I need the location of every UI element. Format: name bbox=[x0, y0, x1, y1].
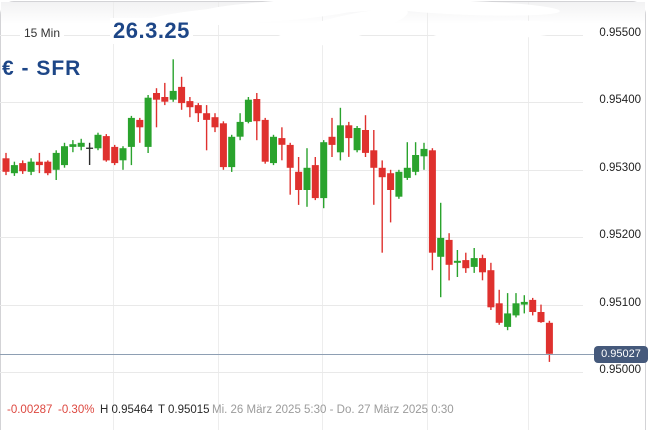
candle bbox=[428, 148, 436, 271]
candle bbox=[244, 97, 252, 124]
candle bbox=[286, 142, 294, 195]
candle bbox=[211, 113, 219, 133]
candle bbox=[253, 93, 261, 141]
date-label: 26.3.25 bbox=[110, 18, 193, 44]
candle bbox=[19, 160, 27, 174]
candle bbox=[2, 152, 10, 176]
candle bbox=[362, 115, 369, 157]
session-low: T 0.95015 bbox=[158, 404, 210, 416]
candles bbox=[2, 59, 553, 362]
y-axis-tick: 0.95300 bbox=[599, 162, 641, 174]
candle bbox=[10, 161, 18, 176]
candle bbox=[136, 117, 144, 143]
whiteout-swoosh bbox=[145, 0, 570, 52]
timeframe-selector[interactable]: 15 Min bbox=[20, 25, 65, 41]
y-axis-tick: 0.95500 bbox=[599, 27, 641, 39]
candle bbox=[86, 142, 94, 165]
candle bbox=[537, 304, 545, 323]
candle bbox=[504, 293, 512, 331]
candle bbox=[420, 142, 428, 170]
y-axis-tick: 0.95000 bbox=[599, 364, 641, 376]
candle bbox=[387, 169, 395, 223]
candle bbox=[69, 140, 77, 153]
candle bbox=[27, 158, 35, 176]
candle bbox=[495, 289, 503, 325]
instrument-label: € - SFR bbox=[2, 57, 82, 80]
change-absolute: -0.00287 bbox=[7, 404, 53, 416]
candle bbox=[35, 152, 43, 174]
candle bbox=[370, 130, 378, 205]
candle bbox=[153, 88, 160, 128]
candle bbox=[77, 138, 85, 151]
candle bbox=[470, 248, 478, 273]
candle bbox=[52, 150, 60, 180]
candle bbox=[127, 115, 135, 166]
candle bbox=[119, 146, 127, 170]
candle bbox=[169, 59, 177, 102]
candle bbox=[178, 76, 186, 110]
session-high: H 0.95464 bbox=[100, 404, 154, 416]
candle bbox=[194, 103, 202, 122]
candle bbox=[320, 140, 328, 209]
candle bbox=[44, 160, 52, 176]
candle bbox=[261, 117, 269, 164]
candle bbox=[378, 160, 386, 253]
candle bbox=[412, 142, 420, 176]
candle bbox=[445, 233, 453, 281]
candle bbox=[186, 97, 194, 118]
candle bbox=[144, 95, 152, 153]
candle bbox=[102, 134, 110, 162]
candle bbox=[520, 295, 528, 314]
candle bbox=[94, 132, 102, 151]
current-price-line bbox=[0, 354, 594, 355]
gridlines bbox=[0, 2, 583, 430]
candle bbox=[487, 262, 495, 310]
candle bbox=[512, 293, 520, 318]
candle bbox=[437, 202, 445, 298]
candle bbox=[228, 134, 236, 172]
candle bbox=[462, 252, 470, 273]
candle bbox=[545, 320, 553, 362]
change-percent: -0.30% bbox=[58, 404, 95, 416]
candle bbox=[295, 157, 303, 205]
current-price-badge: 0.95027 bbox=[594, 346, 648, 363]
candle bbox=[278, 127, 286, 161]
session-range: Mi. 26 März 2025 5:30 - Do. 27 März 2025… bbox=[212, 404, 454, 416]
candle bbox=[61, 142, 68, 168]
y-axis-tick: 0.95200 bbox=[599, 229, 641, 241]
y-axis-tick: 0.95400 bbox=[599, 94, 641, 106]
candle bbox=[336, 107, 344, 161]
candle bbox=[479, 254, 486, 281]
candle bbox=[311, 157, 319, 201]
status-bar: -0.00287 -0.30% H 0.95464 T 0.95015 Mi. … bbox=[0, 404, 652, 420]
candle bbox=[303, 148, 311, 207]
candle bbox=[203, 105, 211, 151]
candle bbox=[161, 82, 169, 106]
candle bbox=[353, 126, 361, 153]
candle bbox=[328, 117, 336, 157]
candle bbox=[345, 121, 353, 157]
y-axis-tick: 0.95100 bbox=[599, 297, 641, 309]
candle bbox=[236, 113, 244, 141]
candle bbox=[403, 142, 411, 180]
candle bbox=[529, 297, 537, 316]
candle bbox=[453, 250, 461, 277]
candle bbox=[111, 144, 119, 166]
candle bbox=[395, 169, 403, 199]
candle bbox=[219, 121, 227, 170]
candle bbox=[270, 134, 277, 166]
